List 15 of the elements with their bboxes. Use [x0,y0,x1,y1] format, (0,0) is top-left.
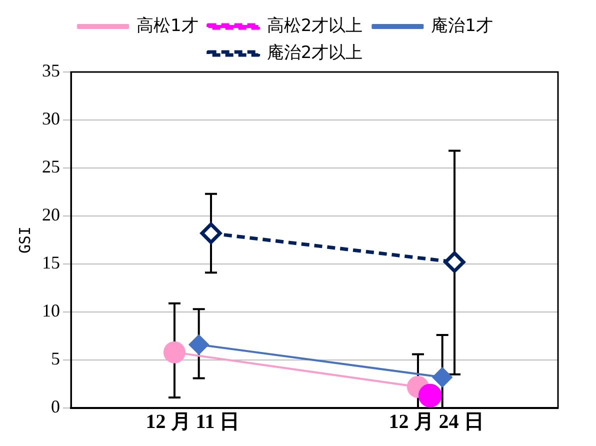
y-tick-label: 25 [42,156,60,177]
legend-label: 庵治1才 [431,16,493,36]
legend-label: 高松2才以上 [266,16,363,36]
y-tick-label: 35 [42,60,60,81]
y-tick-label: 20 [42,204,60,225]
x-tick-label: 12 月 24 日 [388,411,484,434]
y-tick-label: 5 [51,348,60,369]
x-tick-label: 12 月 11 日 [146,411,240,434]
legend-label: 高松1才 [136,16,198,36]
y-tick-label: 30 [42,108,60,129]
y-tick-label: 15 [42,252,60,273]
legend-label: 庵治2才以上 [266,42,363,63]
y-axis-title: GSI [16,226,34,254]
y-tick-label: 10 [42,300,60,321]
y-tick-label: 0 [51,396,60,417]
